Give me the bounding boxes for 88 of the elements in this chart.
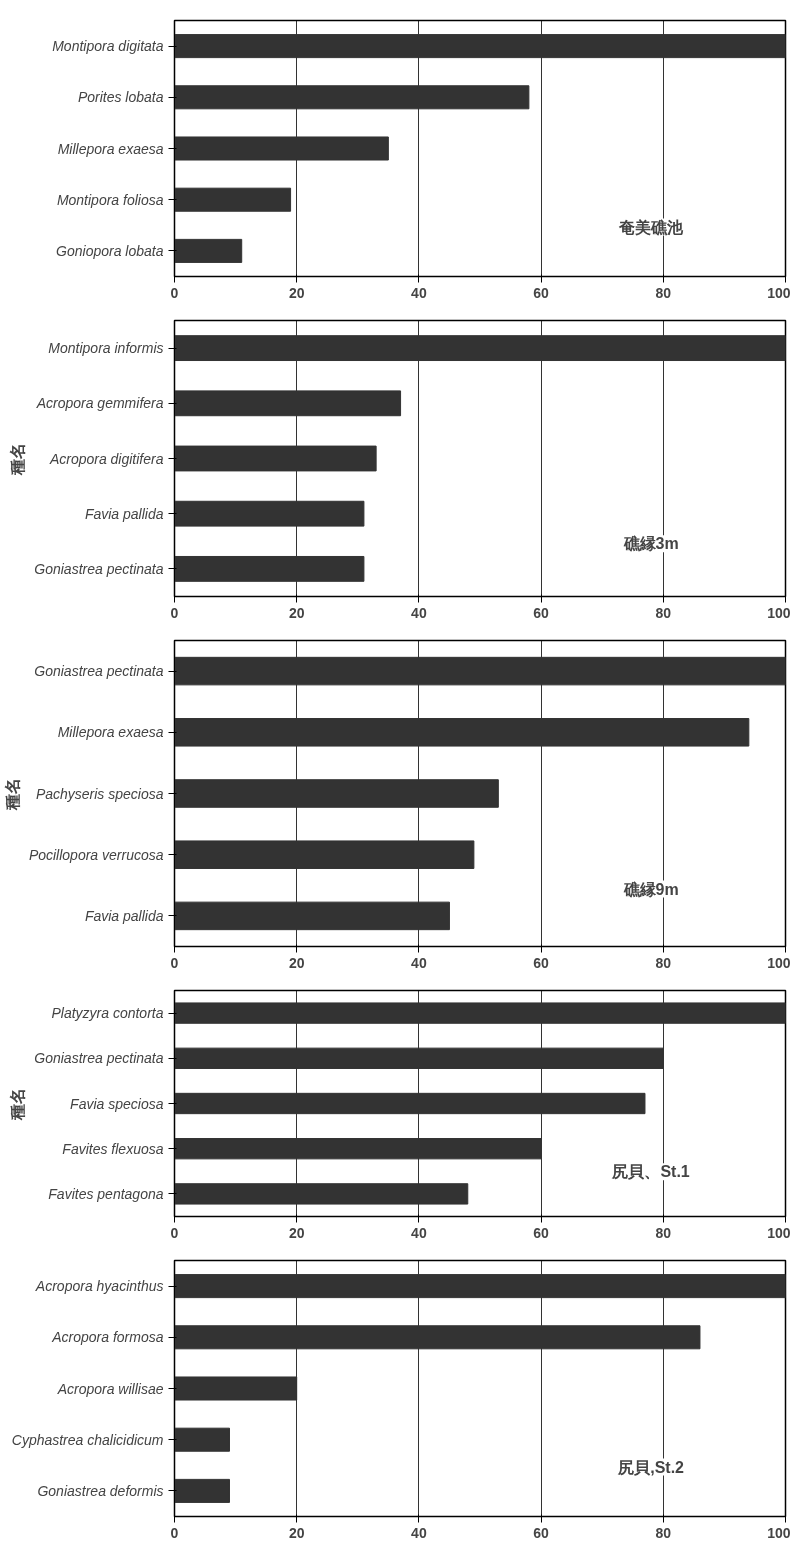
bar: [174, 1376, 298, 1401]
x-tick-label: 100: [767, 284, 791, 301]
bar: [174, 1478, 230, 1503]
y-tick-label: Millepora exaesa: [57, 140, 164, 157]
y-tick-label: Favites pentagona: [48, 1185, 164, 1202]
bar: [174, 656, 786, 686]
x-tick-label: 60: [533, 1524, 550, 1541]
y-tick-label: Goniastrea pectinata: [34, 663, 164, 680]
bar: [174, 779, 499, 808]
bar: [174, 901, 450, 931]
y-tick-label: Pocillopora verrucosa: [28, 846, 164, 863]
y-tick-label: Pachyseris speciosa: [35, 785, 164, 802]
y-tick-label: Porites lobata: [77, 89, 164, 106]
bar: [174, 500, 365, 527]
annotation: 尻貝,St.2: [617, 1458, 685, 1476]
bar: [174, 1325, 701, 1350]
x-tick-label: 80: [655, 954, 672, 971]
y-tick-label: Platyzyra contorta: [51, 1005, 164, 1022]
bar: [174, 445, 377, 472]
x-tick-label: 60: [533, 604, 550, 621]
x-tick-label: 40: [411, 1224, 427, 1241]
x-tick-label: 80: [655, 284, 672, 301]
x-tick-label: 40: [411, 604, 427, 621]
y-axis-title: 種名: [9, 1087, 27, 1121]
y-tick-label: Acropora formosa: [51, 1329, 164, 1346]
x-tick-label: 100: [767, 604, 791, 621]
x-tick-label: 20: [288, 954, 305, 971]
y-tick-label: Montipora foliosa: [56, 191, 164, 208]
bar: [174, 238, 243, 263]
bar: [174, 136, 389, 161]
x-tick-label: 40: [411, 284, 427, 301]
x-tick-label: 20: [288, 284, 305, 301]
bar: [174, 555, 365, 582]
bar: [174, 1427, 230, 1452]
bar: [174, 840, 475, 869]
x-tick-label: 40: [411, 954, 427, 971]
x-tick-label: 60: [533, 284, 550, 301]
x-tick-label: 80: [655, 604, 672, 621]
x-tick-label: 20: [288, 1224, 305, 1241]
bar: [174, 1183, 469, 1205]
y-tick-label: Goniastrea deformis: [37, 1482, 164, 1499]
y-tick-label: Favia pallida: [84, 505, 164, 522]
annotation: 礁縁9m: [622, 880, 679, 898]
x-tick-label: 80: [655, 1224, 672, 1241]
bar: [174, 335, 786, 362]
bar: [174, 1092, 646, 1115]
y-tick-label: Cyphastrea chalicidicum: [11, 1431, 164, 1448]
y-tick-label: Goniopora lobata: [56, 242, 164, 259]
y-tick-label: Goniastrea pectinata: [34, 560, 164, 577]
bar: [174, 718, 750, 747]
y-axis-title: 種名: [3, 777, 21, 811]
bar: [174, 1138, 542, 1160]
bar: [174, 390, 402, 417]
bar: [174, 1047, 664, 1069]
y-tick-label: Montipora digitata: [52, 38, 164, 55]
bar: [174, 187, 292, 212]
y-tick-label: Favites flexuosa: [62, 1140, 164, 1157]
x-tick-label: 20: [288, 1524, 305, 1541]
x-tick-label: 80: [655, 1524, 672, 1541]
bar: [174, 85, 530, 110]
x-tick-label: 60: [533, 954, 550, 971]
y-axis-title: 種名: [9, 442, 27, 476]
annotation: 奄美礁池: [618, 217, 685, 236]
y-tick-label: Acropora hyacinthus: [34, 1278, 164, 1295]
x-tick-label: 100: [767, 954, 791, 971]
y-tick-label: Acropora gemmifera: [35, 395, 164, 412]
x-tick-label: 0: [170, 1524, 179, 1541]
y-tick-label: Montipora informis: [48, 340, 164, 357]
bar: [174, 34, 786, 59]
x-tick-label: 20: [288, 604, 305, 621]
y-tick-label: Favia speciosa: [70, 1095, 164, 1112]
bar: [174, 1274, 786, 1299]
x-tick-label: 100: [767, 1224, 791, 1241]
bar: [174, 1002, 786, 1024]
annotation: 礁縁3m: [622, 535, 679, 553]
x-tick-label: 40: [411, 1524, 427, 1541]
y-tick-label: Millepora exaesa: [57, 724, 164, 741]
x-tick-label: 60: [533, 1224, 550, 1241]
x-tick-label: 0: [170, 604, 179, 621]
x-tick-label: 100: [767, 1524, 791, 1541]
x-tick-label: 0: [170, 954, 179, 971]
y-tick-label: Goniastrea pectinata: [34, 1050, 164, 1067]
annotation: 尻貝、St.1: [611, 1163, 690, 1181]
y-tick-label: Acropora digitifera: [48, 450, 164, 467]
x-tick-label: 0: [170, 284, 179, 301]
x-tick-label: 0: [170, 1224, 179, 1241]
y-tick-label: Favia pallida: [84, 907, 164, 924]
y-tick-label: Acropora willisae: [56, 1380, 164, 1397]
